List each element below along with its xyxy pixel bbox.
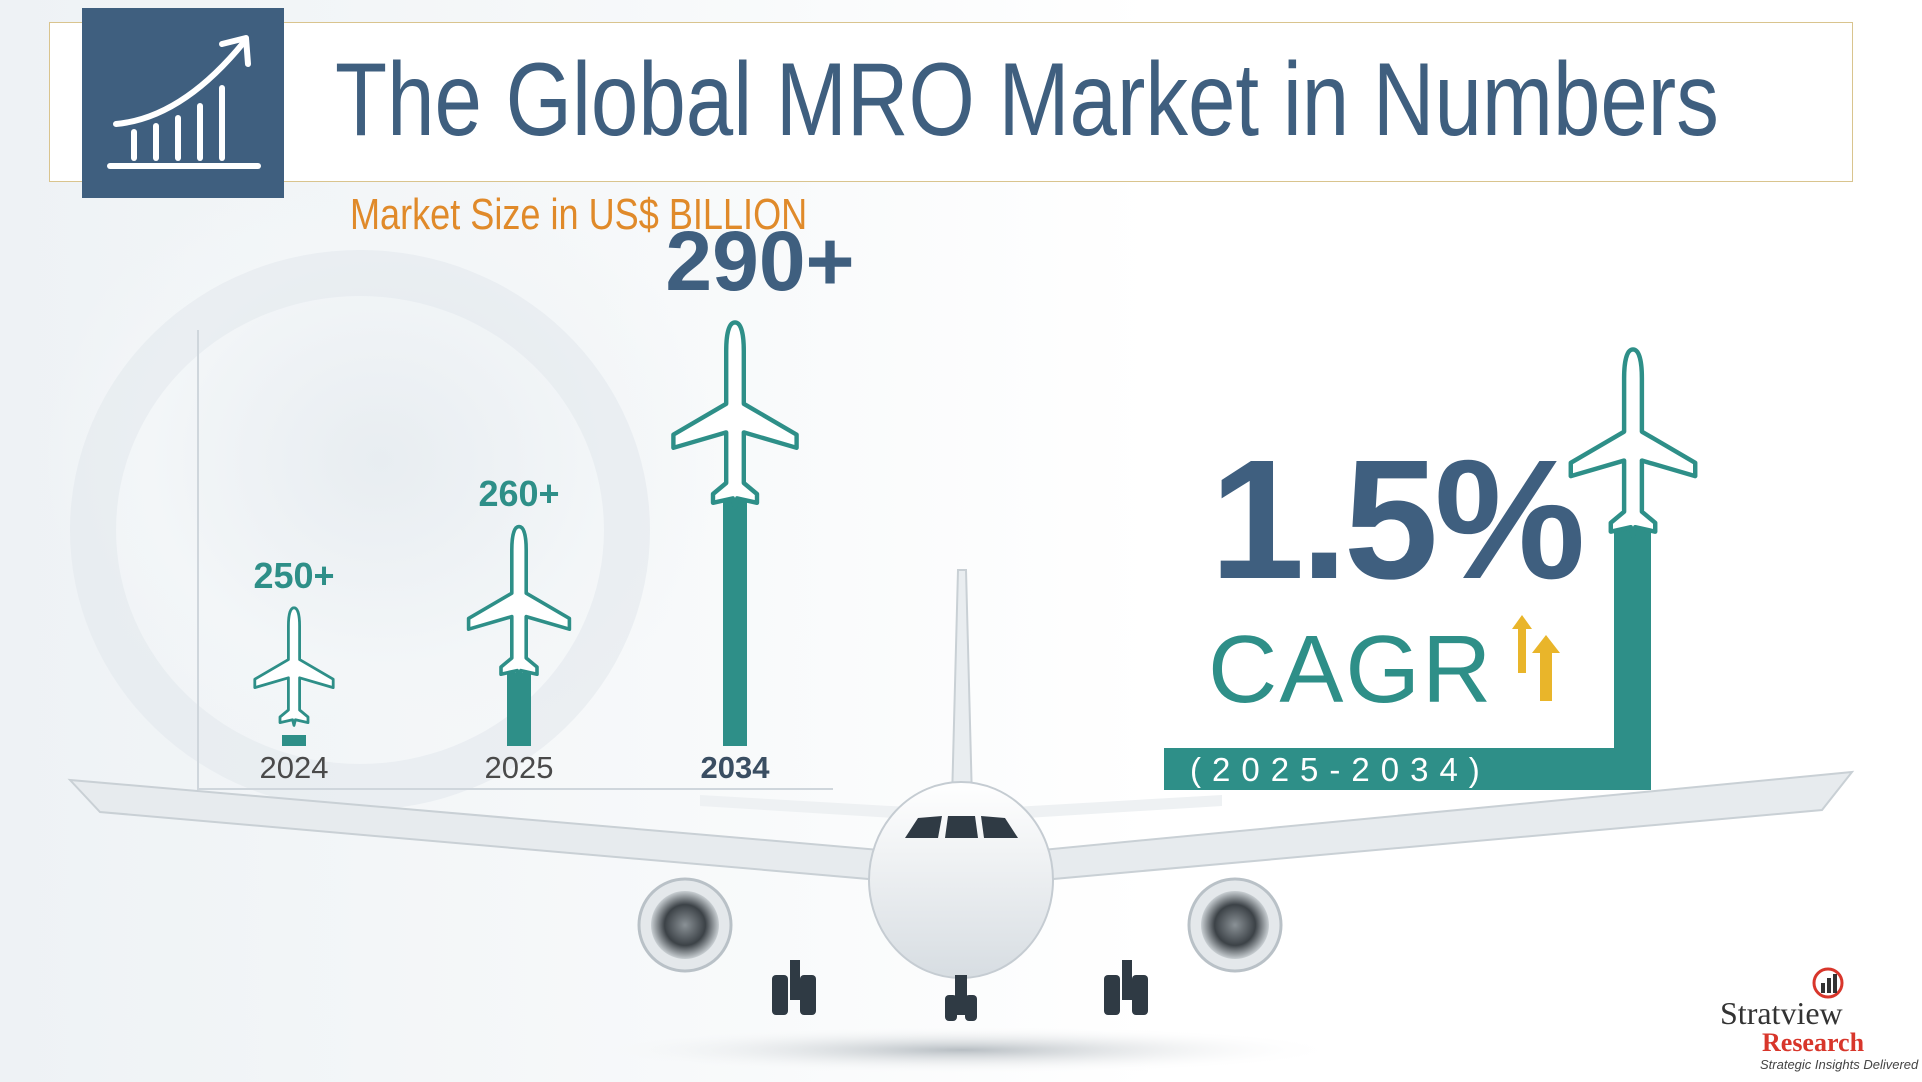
stratview-logo: Stratview Research Strategic Insights De… [1720, 965, 1918, 1075]
bar-stem-2025 [507, 673, 531, 746]
cagr-range-text: (2025-2034) [1190, 751, 1491, 788]
ground-shadow [582, 1026, 1342, 1074]
chart-subtitle: Market Size in US$ BILLION [350, 190, 808, 239]
bar-airplane-2034 [671, 320, 799, 510]
category-label-2024: 2024 [259, 750, 329, 785]
value-label-2024: 250+ [253, 555, 335, 597]
cagr-airplane-icon [1568, 347, 1698, 539]
logo-tagline: Strategic Insights Delivered [1760, 1057, 1919, 1072]
category-label-2034: 2034 [700, 750, 770, 785]
logo-mark-icon [1812, 967, 1844, 999]
page-title: The Global MRO Market in Numbers [335, 42, 1719, 158]
bar-airplane-2025 [466, 525, 572, 681]
bar-stem-2034 [723, 488, 747, 746]
x-axis-line [197, 788, 833, 790]
cagr-label: CAGR [1208, 616, 1494, 723]
value-label-2034: 290+ [665, 214, 855, 309]
cagr-value: 1.5% [1210, 425, 1585, 615]
cagr-range-bar [1164, 748, 1651, 790]
up-arrows-icon [1512, 615, 1560, 701]
growth-chart-icon [82, 8, 284, 198]
bar-airplane-2024 [253, 606, 335, 727]
category-label-2025: 2025 [484, 750, 554, 785]
logo-subname: Research [1762, 1028, 1865, 1057]
bar-stem-2024 [282, 735, 306, 746]
cagr-growth-stem [1614, 530, 1651, 790]
logo-name: Stratview [1720, 995, 1843, 1031]
title-bar [49, 22, 1853, 182]
y-axis-line [197, 330, 199, 790]
value-label-2025: 260+ [478, 473, 560, 515]
